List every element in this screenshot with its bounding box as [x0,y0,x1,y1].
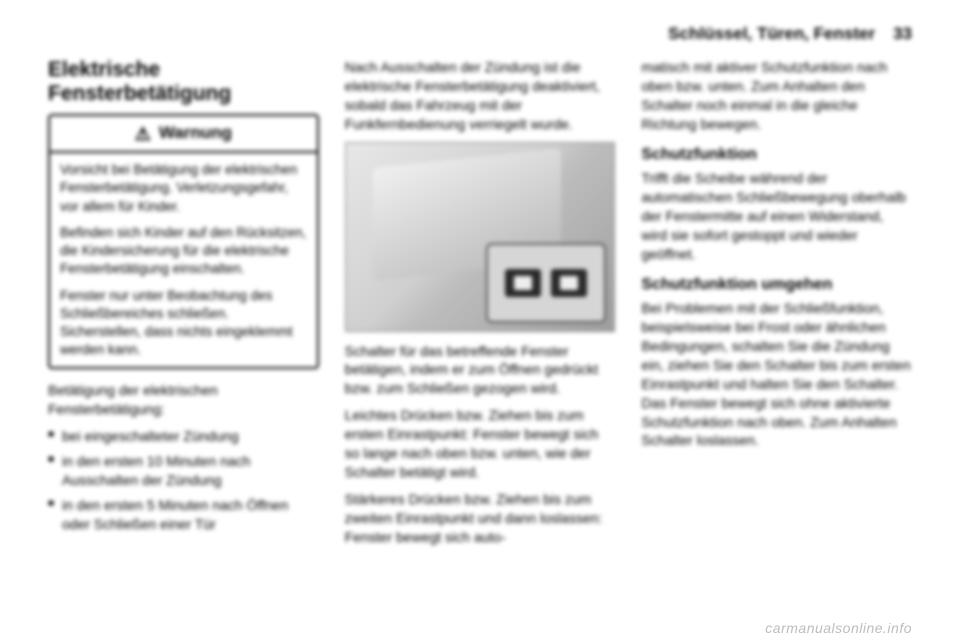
warning-header: ⚠ Warnung [50,116,317,153]
manual-page: Schlüssel, Türen, Fenster 33 Elektrische… [0,0,960,642]
section-title: Schlüssel, Türen, Fenster [668,24,875,44]
warning-text-3: Fenster nur unter Beobachtung des Schlie… [60,287,307,360]
continuation-text: matisch mit aktiver Schutzfunktion nach … [641,58,912,134]
operation-list: bei eingeschalteter Zündung in den erste… [48,427,319,533]
page-header: Schlüssel, Türen, Fenster 33 [48,24,912,44]
warning-body: Vorsicht bei Betätigung der elektrischen… [50,153,317,367]
content-columns: Elektrische Fensterbetätigung ⚠ Warnung … [48,58,912,554]
warning-text-2: Befinden sich Kinder auf den Rücksitzen,… [60,224,307,279]
window-switch-figure [345,142,616,332]
column-3: matisch mit aktiver Schutzfunktion nach … [641,58,912,554]
heading-protection: Schutzfunktion [641,144,912,166]
warning-label: Warnung [159,122,232,145]
column-1: Elektrische Fensterbetätigung ⚠ Warnung … [48,58,319,554]
intro-text: Betätigung der elektrischen Fensterbetät… [48,381,319,419]
window-switch-icon [505,269,541,297]
heading-electric-windows: Elektrische Fensterbetätigung [48,58,319,106]
list-item: in den ersten 10 Minuten nach Ausschalte… [48,452,319,490]
column-2: Nach Ausschalten der Zündung ist die ele… [345,58,616,554]
strong-press-text: Stärkeres Drücken bzw. Ziehen bis zum zw… [345,490,616,547]
figure-inset [486,243,606,323]
switch-operate-text: Schalter für das betreffende Fenster bet… [345,342,616,399]
window-switch-icon [551,269,587,297]
list-item: in den ersten 5 Minuten nach Öffnen oder… [48,496,319,534]
protection-text: Trifft die Scheibe während der automatis… [641,169,912,263]
page-number: 33 [893,24,912,44]
warning-triangle-icon: ⚠ [135,125,151,143]
warning-text-1: Vorsicht bei Betätigung der elektrischen… [60,161,307,216]
deactivation-text: Nach Ausschalten der Zündung ist die ele… [345,58,616,134]
override-text: Bei Problemen mit der Schließfunktion, b… [641,299,912,450]
watermark: carmanualsonline.info [765,620,912,636]
heading-override: Schutzfunktion umgehen [641,274,912,296]
list-item: bei eingeschalteter Zündung [48,427,319,446]
warning-box: ⚠ Warnung Vorsicht bei Betätigung der el… [48,114,319,369]
light-press-text: Leichtes Drücken bzw. Ziehen bis zum ers… [345,406,616,482]
